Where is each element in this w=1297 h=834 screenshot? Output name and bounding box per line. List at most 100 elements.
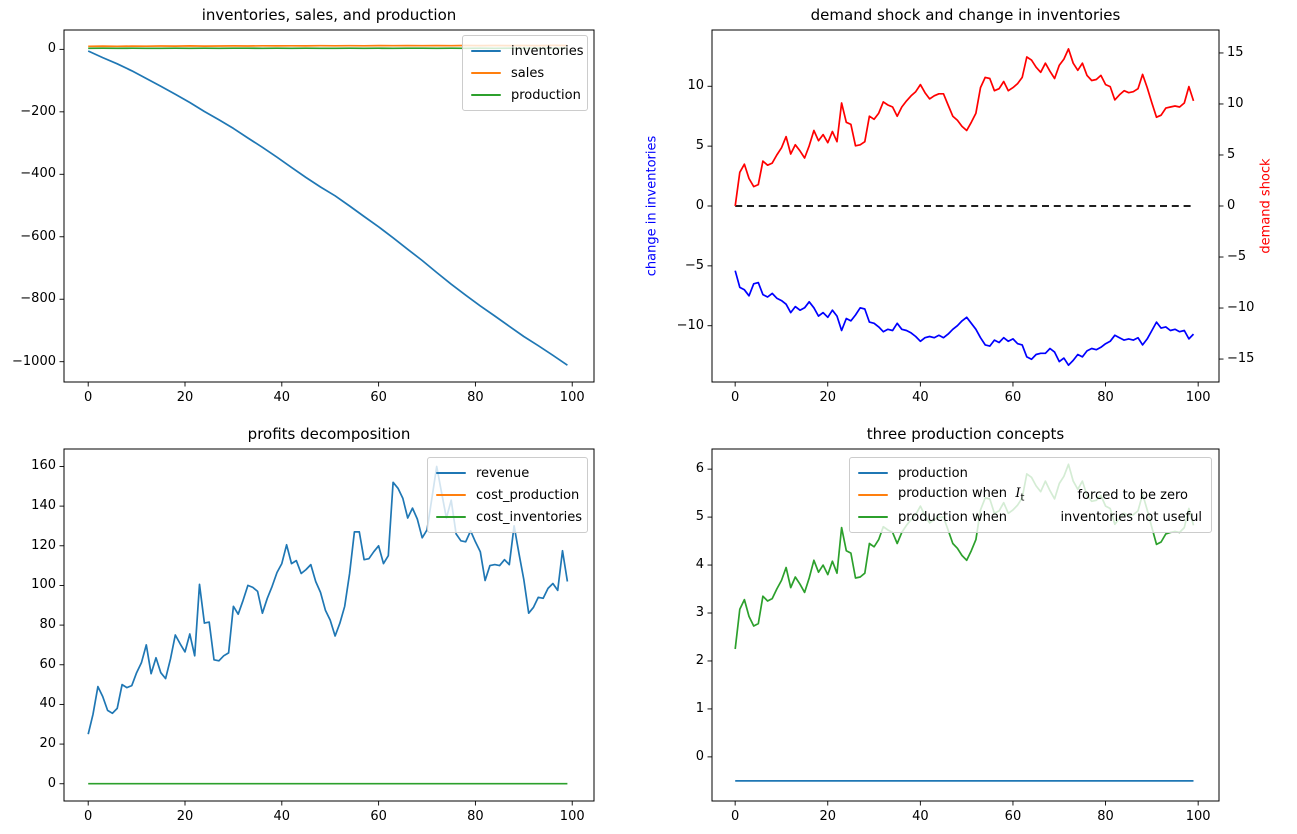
legend-line-sample <box>436 471 466 475</box>
axes-spines <box>63 29 595 383</box>
x-tick-label: 80 <box>1097 809 1114 824</box>
y-tick-label-right: −10 <box>1227 300 1255 316</box>
x-tick-label: 20 <box>819 809 837 824</box>
x-tick-label: 0 <box>84 390 93 405</box>
x-tick-label: 60 <box>1004 809 1022 824</box>
x-tick-label: 60 <box>1004 390 1022 405</box>
y-tick-label-left: 3 <box>695 605 704 620</box>
legend-label: production when <box>898 509 1008 525</box>
y-tick-label-left: 160 <box>31 458 56 474</box>
legend-row: sales <box>471 62 578 84</box>
x-tick-label: 20 <box>176 390 194 405</box>
chart-title-inventories-sales-production: inventories, sales, and production <box>201 6 457 24</box>
x-tick-label: 80 <box>467 809 484 824</box>
legend-label: production <box>511 87 581 103</box>
y-tick-label-left: 0 <box>47 41 56 57</box>
y-tick-label-left: 20 <box>39 736 56 752</box>
x-tick-label: 20 <box>819 390 837 405</box>
y-tick-label-left: −5 <box>684 257 704 273</box>
series-line-revenue <box>87 465 569 735</box>
y-tick-label-left: −800 <box>20 291 56 307</box>
y-tick-label-left: 1 <box>695 700 704 716</box>
chart-title-profits-decomposition: profits decomposition <box>247 425 411 443</box>
legend-row: production when It forced to be zero <box>858 484 1202 506</box>
x-tick-label: 40 <box>912 390 929 405</box>
y-tick-label-left: 6 <box>695 461 704 477</box>
legend-line-sample <box>858 493 888 497</box>
x-tick-label: 40 <box>273 809 291 824</box>
legend-line-sample <box>436 493 466 497</box>
series-line-change-in-inventories <box>734 270 1195 367</box>
y-tick-label-left: 140 <box>31 498 56 514</box>
x-tick-label: 80 <box>1097 390 1114 405</box>
legend-row: inventories <box>471 40 584 62</box>
series-line-inventories <box>87 50 568 366</box>
legend-label: production when It <box>898 486 1025 504</box>
legend-line-sample <box>858 515 888 519</box>
y-tick-label-left: 60 <box>39 656 56 672</box>
legend-row: cost_production <box>436 484 580 506</box>
legend-row: production <box>858 462 1202 484</box>
x-tick-label: 100 <box>1185 809 1211 824</box>
legend-label: inventories <box>511 43 584 59</box>
y-tick-label-left: 5 <box>695 509 704 525</box>
legend-line-sample <box>471 49 501 53</box>
y-tick-label-right: −5 <box>1227 249 1247 264</box>
y-tick-label-left: 80 <box>39 617 56 633</box>
x-tick-label: 0 <box>731 390 740 405</box>
y-tick-label-left: 5 <box>695 138 704 154</box>
legend-label: cost_inventories <box>476 509 583 525</box>
x-tick-label: 20 <box>176 809 194 824</box>
math-subscript: t <box>1020 492 1025 504</box>
legend-line-sample <box>436 515 466 519</box>
legend-label: production <box>898 465 968 481</box>
legend-label: sales <box>511 65 545 81</box>
y-tick-label-left: 120 <box>31 537 56 553</box>
x-tick-label: 0 <box>84 809 93 824</box>
legend-row: production <box>471 84 581 106</box>
y-tick-label-right: 10 <box>1227 95 1244 111</box>
x-tick-label: 100 <box>1185 390 1211 405</box>
legend-label: revenue <box>476 465 530 481</box>
x-tick-label: 80 <box>467 390 484 405</box>
legend-label-right: inventories not useful <box>1060 509 1202 525</box>
legend-box: inventories sales production <box>462 35 588 111</box>
math-variable: I <box>1015 486 1021 502</box>
x-tick-label: 0 <box>731 809 740 824</box>
y-tick-label-left: −1000 <box>12 353 56 369</box>
y-tick-label-left: −600 <box>20 228 56 244</box>
axes-spines <box>711 448 1220 802</box>
legend-label-right: forced to be zero <box>1077 487 1188 503</box>
legend-label: cost_production <box>476 487 580 503</box>
x-tick-label: 100 <box>559 809 585 824</box>
y-tick-label-left: 4 <box>695 557 704 573</box>
y-tick-label-left: 0 <box>695 198 704 213</box>
y-tick-label-right: 0 <box>1227 198 1236 213</box>
x-tick-label: 60 <box>370 809 387 824</box>
x-tick-label: 100 <box>559 390 585 405</box>
y-tick-label-left: 100 <box>31 577 56 593</box>
legend-row: production when inventories not useful <box>858 506 1202 528</box>
legend-line-sample <box>471 93 501 97</box>
chart-title-three-production-concepts: three production concepts <box>866 425 1065 443</box>
y-tick-label-left: 2 <box>695 652 704 668</box>
y-tick-label-right: 15 <box>1227 44 1244 60</box>
y-tick-label-left: 0 <box>47 775 56 791</box>
y-tick-label-left: 40 <box>39 696 56 712</box>
legend-line-sample <box>858 471 888 475</box>
series-line-demand-shock <box>734 48 1195 207</box>
y-tick-label-right: 5 <box>1227 146 1236 162</box>
legend-box: production production when It forced to be… <box>849 457 1212 533</box>
y-tick-label-right: −15 <box>1227 351 1255 367</box>
chart-title-demand-shock: demand shock and change in inventories <box>810 6 1121 24</box>
y-tick-label-left: 0 <box>695 748 704 764</box>
y-tick-label-left: 10 <box>687 78 704 94</box>
legend-box: revenue cost_production cost_inventories <box>427 457 588 533</box>
x-tick-label: 60 <box>370 390 387 405</box>
y-tick-label-left: −200 <box>20 103 56 119</box>
y-tick-label-left: −10 <box>676 317 704 333</box>
x-tick-label: 40 <box>912 809 929 824</box>
y-tick-label-left: −400 <box>20 166 56 182</box>
